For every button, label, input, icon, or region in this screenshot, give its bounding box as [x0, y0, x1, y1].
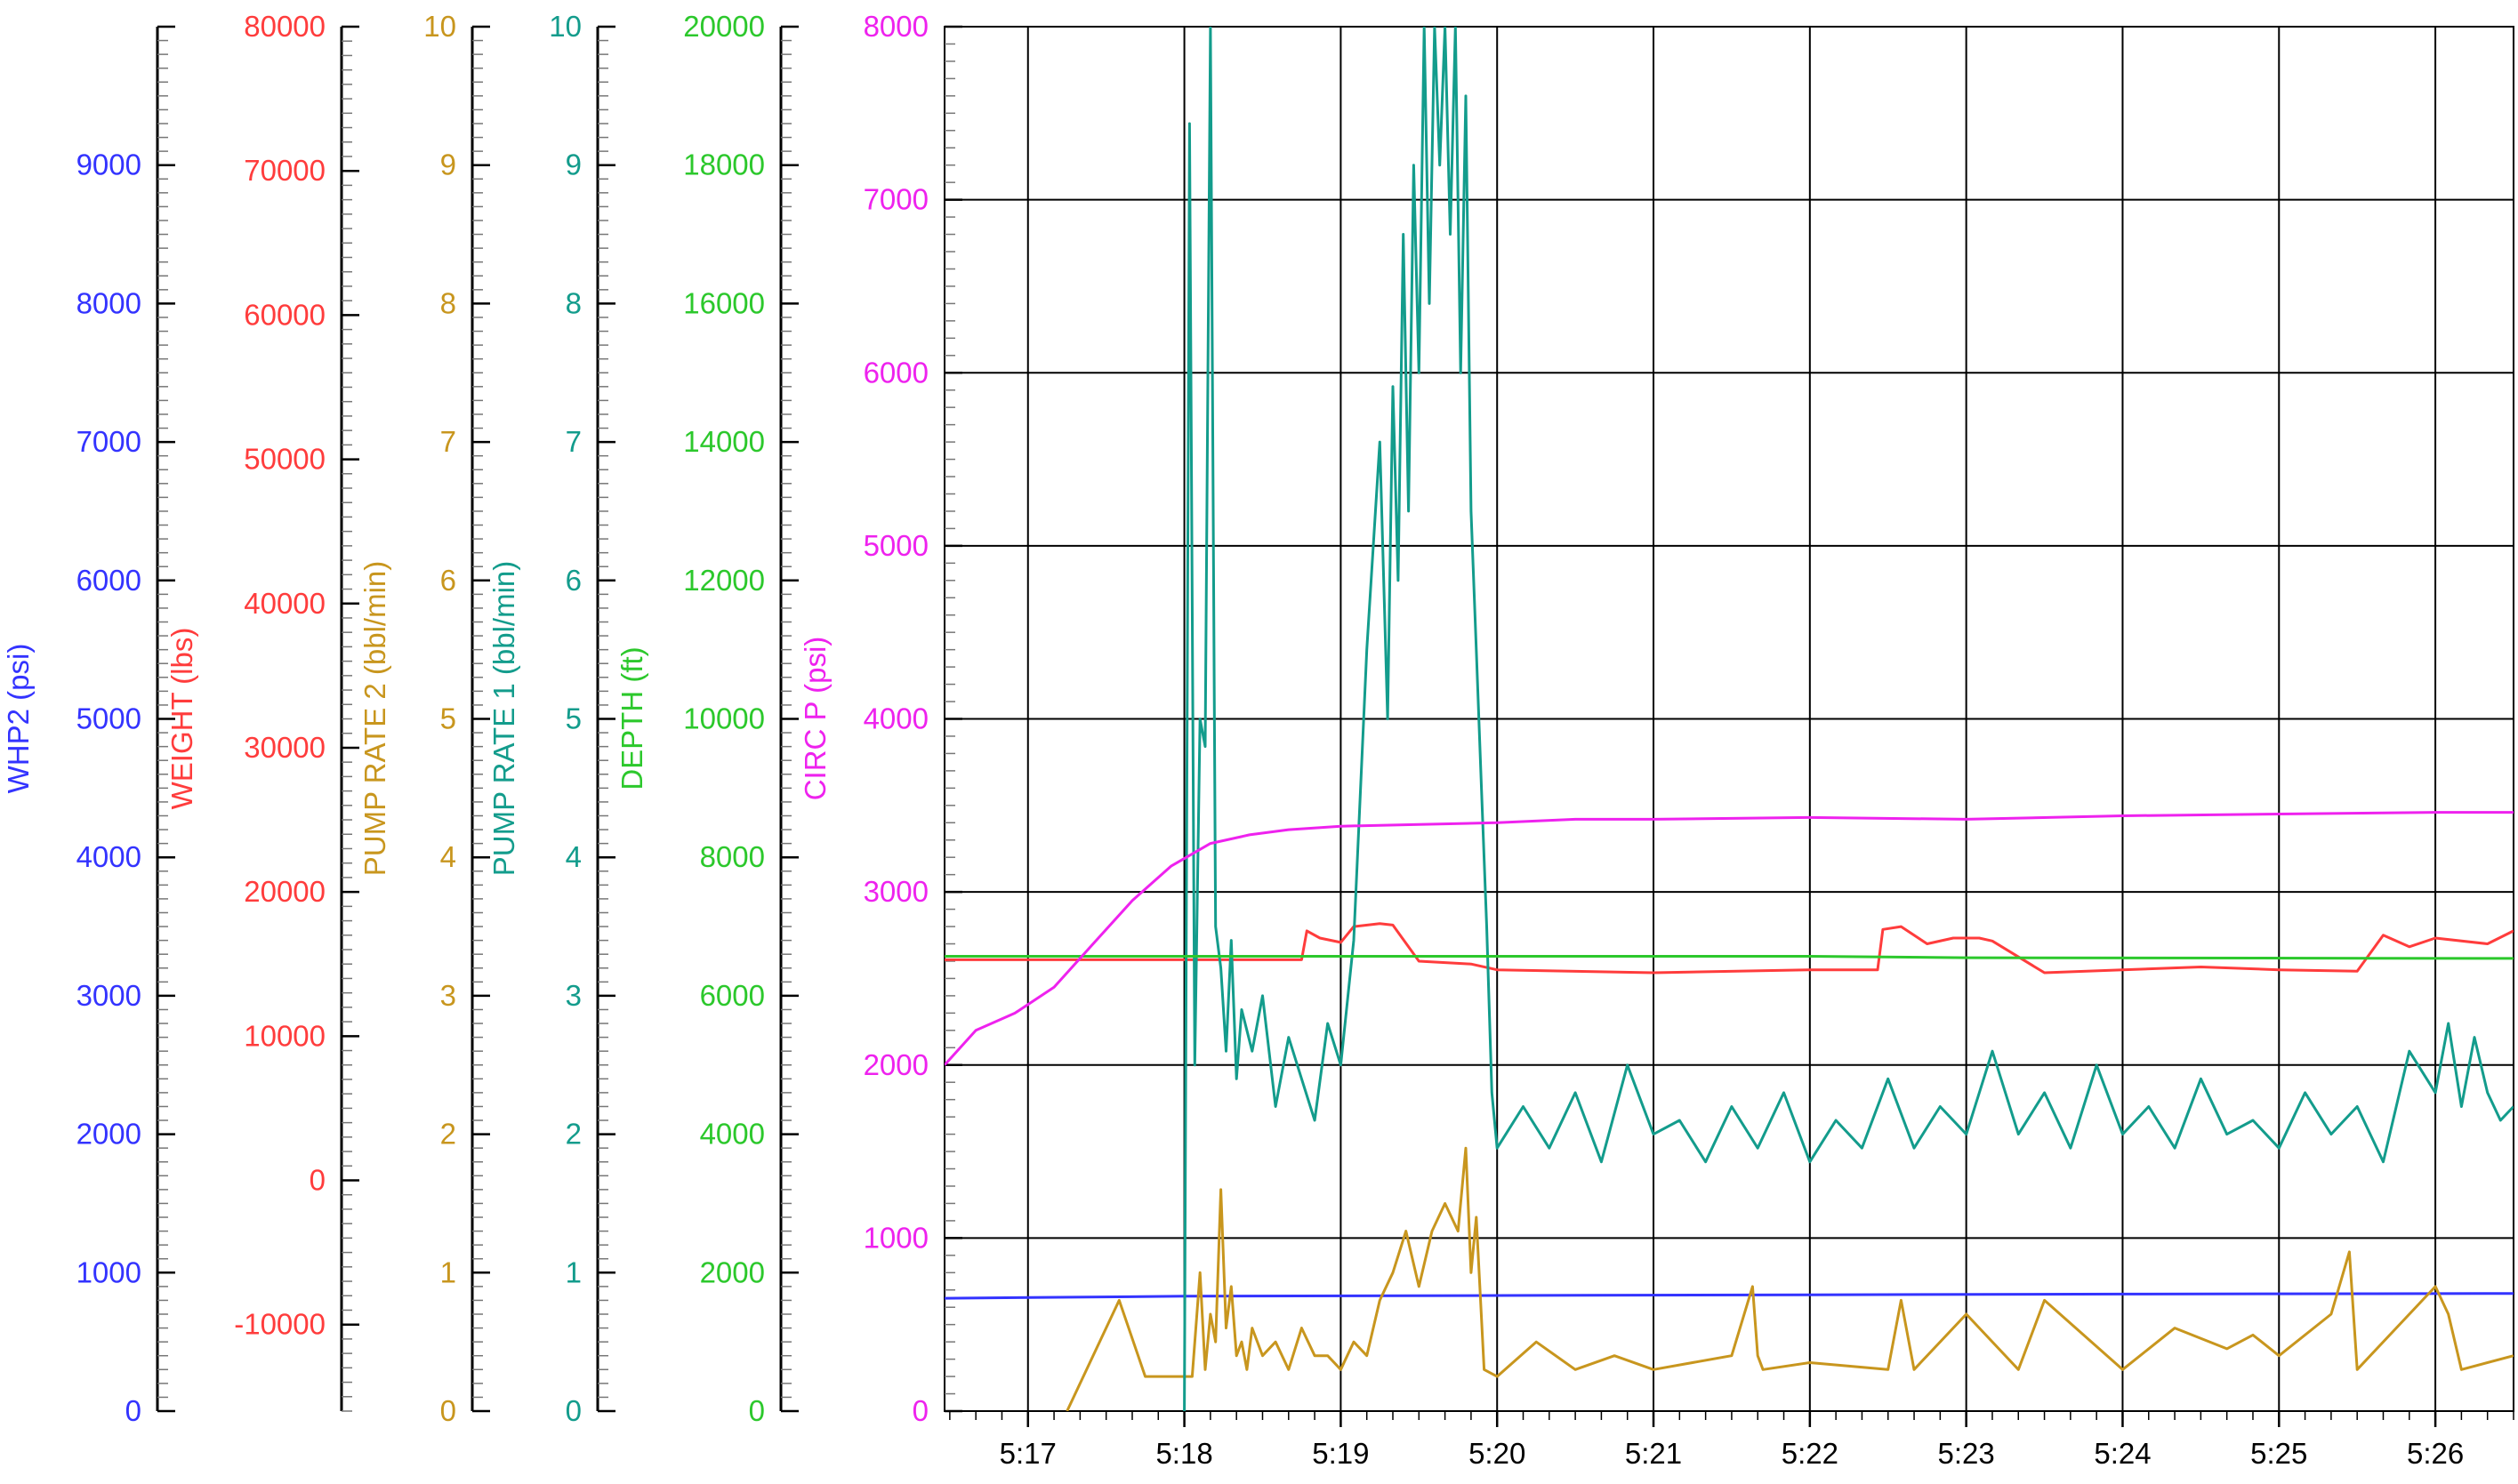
tick-label: 5 [566, 702, 582, 735]
x-tick-label: 5:21 [1625, 1437, 1682, 1470]
axis-title: PUMP RATE 2 (bbl/min) [358, 561, 391, 877]
tick-label: 16000 [683, 286, 765, 319]
tick-label: 2 [440, 1118, 456, 1151]
tick-label: 4 [440, 840, 456, 873]
weight-series-line [945, 922, 2514, 975]
tick-label: 8 [566, 286, 582, 319]
pump-rate-2-series-line [1066, 1146, 2514, 1411]
tick-label: -10000 [234, 1308, 326, 1341]
tick-label: 4 [566, 840, 582, 873]
x-tick-label: 5:24 [2094, 1437, 2151, 1470]
tick-label: 60000 [244, 298, 326, 331]
tick-label: 0 [913, 1394, 929, 1427]
tick-label: 2000 [700, 1255, 765, 1288]
tick-label: 3 [440, 979, 456, 1012]
axis-title: WHP2 (psi) [2, 644, 35, 794]
tick-label: 12000 [683, 564, 765, 597]
depth-axis: 0 2000 4000 6000 8000 10000 12000 14000 16000 180… [615, 10, 799, 1427]
tick-label: 3000 [864, 875, 929, 908]
tick-label: 10 [549, 10, 582, 43]
tick-label: 50000 [244, 443, 326, 476]
pump-rate-1-axis: 0 1 2 3 4 5 6 7 8 9 10 PUMP RATE 1 (bbl/min) [487, 10, 615, 1427]
x-tick-label: 5:20 [1468, 1437, 1525, 1470]
tick-label: 0 [566, 1394, 582, 1427]
x-tick-label: 5:22 [1782, 1437, 1838, 1470]
axis-title: WEIGHT (lbs) [165, 628, 198, 810]
plot-grid [944, 26, 2514, 1412]
tick-label: 1 [566, 1255, 582, 1288]
tick-label: 9 [566, 148, 582, 181]
tick-label: 0 [440, 1394, 456, 1427]
pump-rate-1-series-line [1183, 27, 2514, 1411]
tick-label: 2 [566, 1118, 582, 1151]
whp2-axis: 0 1000 2000 3000 4000 5000 6000 7000 8000 9000 WHP… [2, 25, 175, 1427]
tick-label: 30000 [244, 731, 326, 764]
tick-label: 4000 [76, 840, 141, 873]
tick-label: 10 [423, 10, 456, 43]
tick-label: 4000 [700, 1118, 765, 1151]
tick-label: 9 [440, 148, 456, 181]
x-tick-label: 5:17 [1000, 1437, 1057, 1470]
axis-title: PUMP RATE 1 (bbl/min) [487, 561, 520, 877]
circ-p-series-line [945, 811, 2514, 1066]
tick-label: 6000 [700, 979, 765, 1012]
tick-label: 6 [440, 564, 456, 597]
tick-label: 10000 [244, 1019, 326, 1052]
x-tick-label: 5:18 [1155, 1437, 1212, 1470]
tick-label: 7 [440, 425, 456, 458]
tick-label: 1 [440, 1255, 456, 1288]
tick-label: 20000 [244, 875, 326, 908]
x-tick-label: 5:23 [1938, 1437, 1995, 1470]
depth-series-line [945, 955, 2514, 960]
tick-label: 2000 [864, 1048, 929, 1081]
tick-label: 7000 [76, 425, 141, 458]
whp2-series-line [945, 1292, 2514, 1300]
tick-label: 7000 [864, 183, 929, 216]
tick-label: 70000 [244, 154, 326, 187]
tick-label: 8000 [864, 10, 929, 43]
tick-label: 6000 [864, 356, 929, 389]
tick-label: 1000 [76, 1255, 141, 1288]
tick-label: 7 [566, 425, 582, 458]
tick-label: 0 [310, 1164, 326, 1197]
tick-label: 10000 [683, 702, 765, 735]
tick-label: 80000 [244, 10, 326, 43]
tick-label: 3000 [76, 979, 141, 1012]
tick-label: 6 [566, 564, 582, 597]
x-tick-label: 5:19 [1312, 1437, 1369, 1470]
tick-label: 5 [440, 702, 456, 735]
tick-label: 3 [566, 979, 582, 1012]
tick-label: 20000 [683, 10, 765, 43]
tick-label: 14000 [683, 425, 765, 458]
axis-title: CIRC P (psi) [799, 637, 832, 801]
tick-label: 8000 [700, 840, 765, 873]
tick-label: 0 [749, 1394, 765, 1427]
axis-title: DEPTH (ft) [615, 646, 648, 790]
tick-label: 40000 [244, 587, 326, 620]
axis-layer: 0100020003000400050006000700080009000WHP… [2, 10, 962, 1427]
tick-label: 8 [440, 286, 456, 319]
pump-rate-2-axis: 0 1 2 3 4 5 6 7 8 9 10 PUMP RATE 2 (bbl/min) [358, 10, 490, 1427]
tick-label: 18000 [683, 148, 765, 181]
tick-label: 9000 [76, 148, 141, 181]
tick-label: 5000 [76, 702, 141, 735]
x-tick-label: 5:25 [2250, 1437, 2307, 1470]
weight-axis: -10000 0 10000 20000 30000 40000 50000 60000 700… [165, 10, 359, 1412]
tick-label: 4000 [864, 702, 929, 735]
x-tick-label: 5:26 [2407, 1437, 2464, 1470]
tick-label: 5000 [864, 529, 929, 562]
tick-label: 2000 [76, 1118, 141, 1151]
x-axis: 5:17 5:18 5:19 5:20 5:21 5:22 5:23 5:24 5:25 5:26 [949, 1411, 2514, 1470]
tick-label: 0 [125, 1394, 141, 1427]
circ-p-axis: 0 1000 2000 3000 4000 5000 6000 7000 8000 CIRC P … [799, 10, 962, 1427]
series-layer [945, 27, 2514, 1411]
tick-label: 6000 [76, 564, 141, 597]
tick-label: 8000 [76, 286, 141, 319]
tick-label: 1000 [864, 1221, 929, 1254]
